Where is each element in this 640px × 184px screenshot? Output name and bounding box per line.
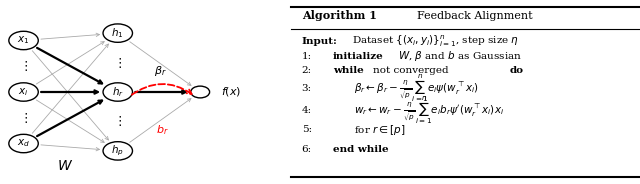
Text: $W$: $W$ — [57, 159, 73, 173]
Text: 4:: 4: — [301, 106, 312, 115]
Circle shape — [9, 134, 38, 153]
Circle shape — [103, 83, 132, 101]
Text: 2:: 2: — [301, 66, 312, 75]
Text: 5:: 5: — [301, 125, 312, 134]
Text: $\beta_r \leftarrow \beta_r - \frac{\eta}{\sqrt{p}}\sum_{i=1}^n e_i\psi(w_r^\top: $\beta_r \leftarrow \beta_r - \frac{\eta… — [354, 72, 479, 104]
Text: 3:: 3: — [301, 84, 312, 93]
Text: $x_i$: $x_i$ — [19, 86, 29, 98]
Text: 6:: 6: — [301, 146, 312, 154]
Text: $h_r$: $h_r$ — [112, 85, 124, 99]
Text: $\vdots$: $\vdots$ — [19, 59, 28, 73]
Text: not converged: not converged — [373, 66, 449, 75]
Text: $x_d$: $x_d$ — [17, 138, 30, 149]
Text: $w_r \leftarrow w_r - \frac{\eta}{\sqrt{p}}\sum_{i=1}^n e_i b_r \psi^\prime(w_r^: $w_r \leftarrow w_r - \frac{\eta}{\sqrt{… — [354, 95, 504, 126]
Text: Feedback Alignment: Feedback Alignment — [417, 11, 532, 21]
Text: for $r \in [p]$: for $r \in [p]$ — [354, 123, 406, 137]
Text: $f(x)$: $f(x)$ — [221, 86, 242, 98]
Text: $\beta_r$: $\beta_r$ — [154, 64, 167, 78]
Text: $x_1$: $x_1$ — [17, 35, 29, 46]
Text: $W$, $\beta$ and $b$ as Gaussian: $W$, $\beta$ and $b$ as Gaussian — [397, 49, 522, 63]
Text: Algorithm 1: Algorithm 1 — [301, 10, 376, 21]
Text: do: do — [509, 66, 524, 75]
FancyArrowPatch shape — [131, 84, 191, 96]
Text: $\vdots$: $\vdots$ — [113, 56, 122, 70]
Text: $\vdots$: $\vdots$ — [19, 111, 28, 125]
Text: while: while — [333, 66, 364, 75]
Circle shape — [9, 83, 38, 101]
Circle shape — [191, 86, 210, 98]
Text: Input:: Input: — [301, 37, 337, 46]
Circle shape — [103, 24, 132, 42]
Text: 1:: 1: — [301, 52, 312, 61]
Text: initialize: initialize — [333, 52, 384, 61]
Text: $h_p$: $h_p$ — [111, 144, 124, 158]
Text: Dataset $\{(x_i, y_i)\}_{i=1}^n$, step size $\eta$: Dataset $\{(x_i, y_i)\}_{i=1}^n$, step s… — [352, 34, 520, 49]
Circle shape — [9, 31, 38, 50]
Text: $b_r$: $b_r$ — [156, 123, 169, 137]
Circle shape — [103, 142, 132, 160]
Text: $\vdots$: $\vdots$ — [113, 114, 122, 128]
Text: $h_1$: $h_1$ — [111, 26, 124, 40]
Text: end while: end while — [333, 146, 388, 154]
